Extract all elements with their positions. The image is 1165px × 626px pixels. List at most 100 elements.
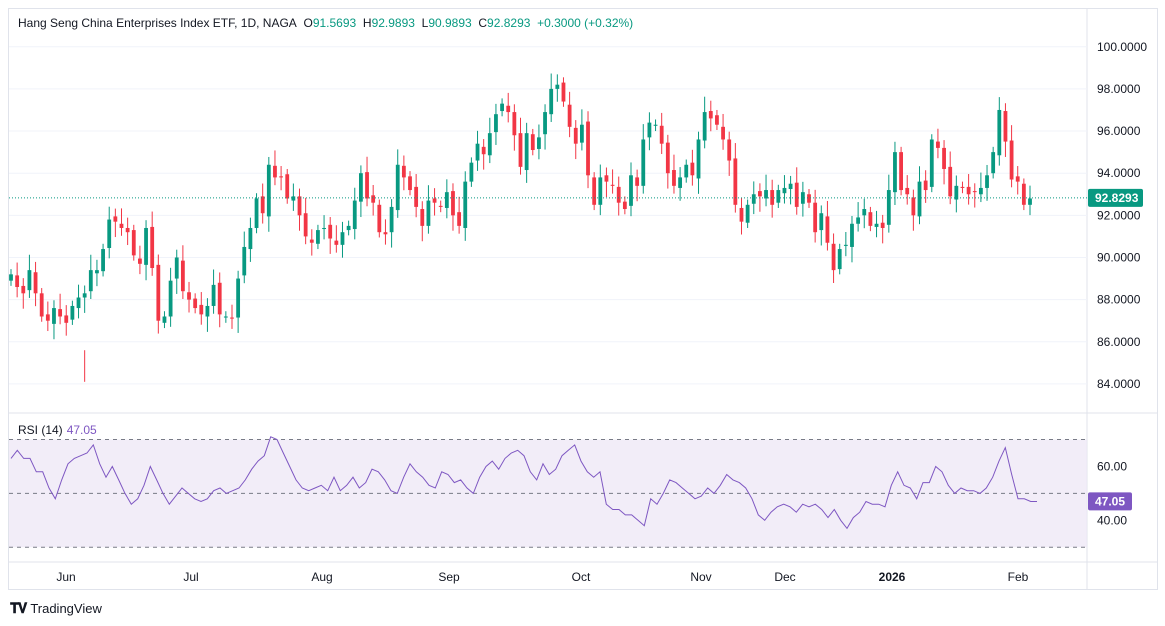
candle-down: [942, 147, 946, 169]
candle-down: [113, 216, 118, 222]
candle-down: [727, 139, 732, 161]
candle-down: [770, 190, 775, 205]
candle-up: [162, 316, 167, 323]
candle-down: [58, 309, 63, 317]
candle-down: [868, 212, 873, 226]
candle-down: [451, 191, 455, 216]
candle-up: [800, 192, 805, 204]
time-axis-label: Nov: [690, 570, 711, 584]
candle-up: [340, 232, 345, 245]
open-value: 91.5693: [312, 16, 357, 30]
rsi-tick-label: 40.00: [1097, 513, 1127, 527]
candle-up: [76, 297, 81, 309]
candle-down: [923, 180, 928, 191]
candle-down: [561, 82, 566, 102]
candle-down: [260, 196, 265, 214]
rsi-legend[interactable]: RSI (14) 47.05: [18, 423, 97, 437]
candle-down: [530, 134, 535, 151]
candle-up: [52, 308, 56, 324]
candle-up: [101, 249, 105, 272]
candle-up: [266, 164, 271, 217]
candle-down: [512, 112, 517, 136]
candle-down: [371, 195, 376, 203]
candle-up: [494, 114, 498, 133]
brand-name: TradingView: [30, 601, 102, 616]
candle-up: [678, 177, 683, 188]
candle-up: [598, 177, 603, 205]
candle-up: [254, 198, 259, 228]
candle-up: [653, 124, 658, 126]
candle-down: [948, 166, 953, 197]
candle-up: [9, 274, 13, 281]
candle-up: [291, 196, 296, 201]
candle-down: [21, 285, 26, 294]
candle-up: [997, 109, 1002, 156]
high-value: 92.9893: [371, 16, 415, 30]
candle-up: [82, 293, 87, 298]
candle-up: [27, 270, 32, 291]
candle-down: [217, 282, 222, 315]
candle-up: [95, 270, 99, 274]
time-axis-label: Oct: [572, 570, 591, 584]
low-value: 90.9893: [428, 16, 472, 30]
candle-down: [156, 264, 161, 321]
candle-up: [88, 270, 93, 292]
candle-up: [776, 190, 781, 203]
candle-down: [328, 224, 333, 239]
candle-up: [641, 139, 646, 186]
candle-up: [629, 175, 633, 206]
candle-down: [150, 226, 155, 269]
candle-down: [758, 191, 762, 197]
candle-up: [316, 230, 320, 244]
close-label: C: [478, 16, 488, 30]
candle-up: [469, 162, 474, 182]
candle-up: [985, 175, 989, 188]
candle-down: [708, 111, 713, 119]
time-axis-label: Aug: [311, 570, 332, 584]
candle-up: [352, 200, 357, 230]
rsi-tick-label: 60.00: [1097, 459, 1127, 473]
candle-up: [248, 227, 253, 250]
candle-down: [899, 152, 903, 191]
candle-up: [242, 246, 247, 276]
candle-down: [33, 272, 38, 294]
candle-down: [303, 213, 308, 237]
candle-up: [475, 143, 480, 161]
candle-down: [739, 207, 744, 222]
candle-down: [807, 194, 811, 203]
candle-up: [322, 227, 326, 230]
candle-up: [346, 225, 351, 231]
tradingview-footer[interactable]: 𝐓𝐕 TradingView: [10, 600, 102, 617]
candle-down: [616, 186, 621, 203]
high-label: H: [362, 16, 372, 30]
candle-down: [383, 232, 388, 235]
candle-down: [1021, 183, 1026, 205]
candle-down: [604, 175, 609, 182]
candle-up: [929, 139, 934, 187]
candle-up: [978, 187, 983, 195]
candle-up: [850, 223, 854, 247]
candle-up: [862, 209, 867, 216]
candle-up: [684, 164, 689, 178]
candle-down: [1009, 140, 1014, 180]
candle-up: [205, 305, 210, 317]
time-axis-label: Jun: [56, 570, 75, 584]
rsi-last-badge: [1088, 492, 1132, 511]
candle-up: [893, 152, 897, 193]
candle-down: [45, 314, 50, 321]
candle-down: [721, 126, 725, 140]
candle-up: [991, 152, 996, 174]
candle-up: [487, 133, 492, 156]
price-tick-label: 96.0000: [1097, 124, 1141, 138]
candle-down: [715, 115, 719, 125]
rsi-line: [10, 436, 1037, 530]
low-label: L: [421, 16, 429, 30]
candle-down: [573, 127, 578, 144]
candle-down: [592, 177, 597, 205]
candle-up: [782, 187, 787, 194]
candle-down: [586, 121, 590, 176]
symbol-name[interactable]: Hang Seng China Enterprises Index ETF, 1…: [18, 16, 297, 30]
price-tick-label: 94.0000: [1097, 166, 1141, 180]
candles: [9, 73, 1032, 340]
